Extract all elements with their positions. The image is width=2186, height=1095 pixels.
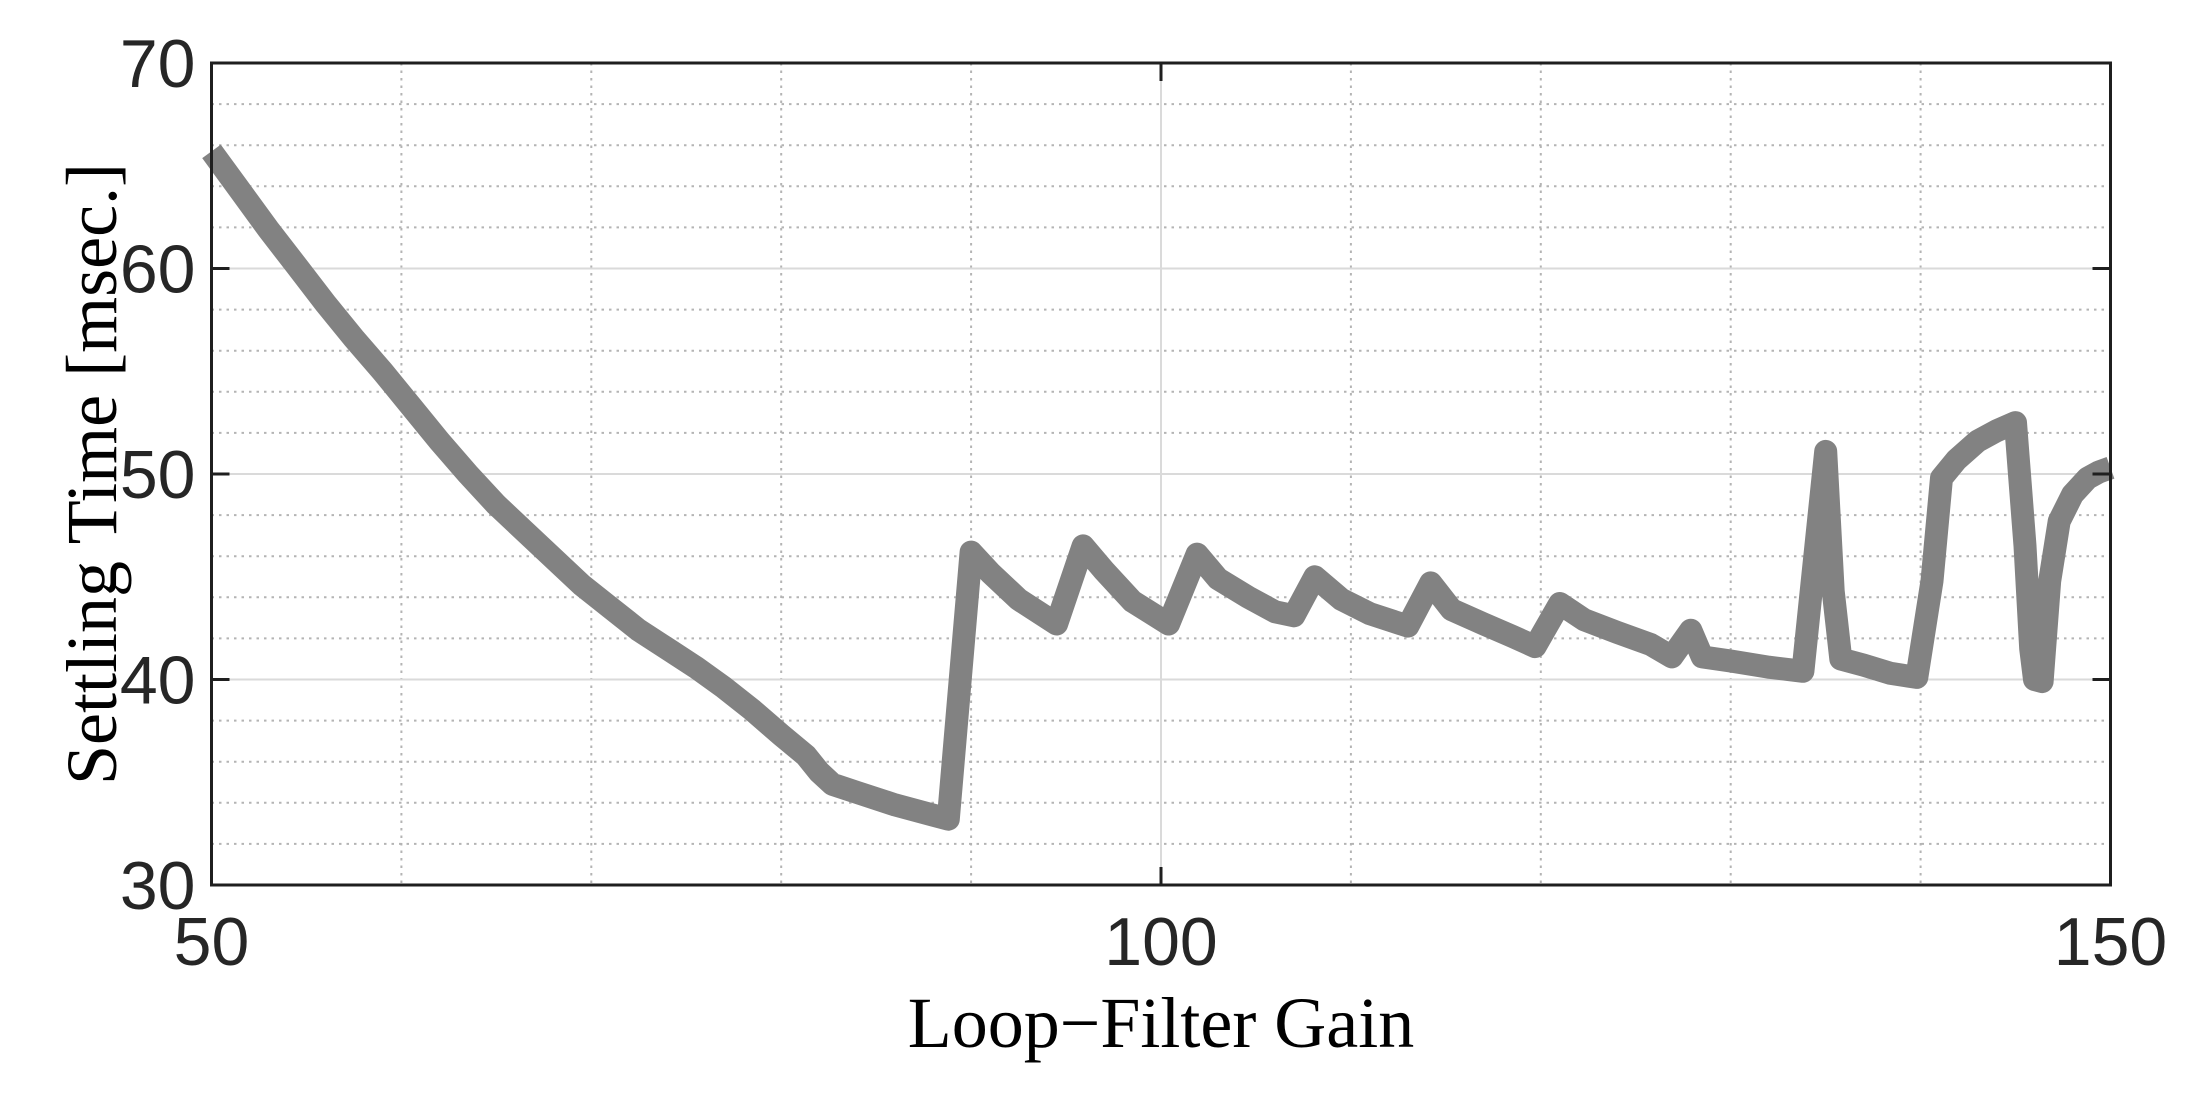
series-line-settling_time_vs_gain — [202, 144, 2115, 831]
y-tick-label: 40 — [120, 643, 196, 719]
y-tick-label: 60 — [120, 232, 196, 308]
tick-labels: 30 40 50 60 70 50 100 150 — [120, 26, 2167, 980]
x-tick-label: 50 — [174, 904, 250, 980]
x-axis-label: Loop−Filter Gain — [908, 983, 1415, 1063]
x-tick-label: 100 — [1104, 904, 1217, 980]
x-tick-label: 150 — [2054, 904, 2167, 980]
y-axis-label: Settling Time [msec.] — [52, 163, 132, 785]
series-group — [202, 144, 2115, 831]
minor-gridlines — [211, 63, 2111, 885]
tick-marks — [211, 63, 2111, 885]
y-tick-label: 30 — [120, 848, 196, 924]
y-tick-label: 50 — [120, 437, 196, 513]
y-tick-label: 70 — [120, 26, 196, 102]
